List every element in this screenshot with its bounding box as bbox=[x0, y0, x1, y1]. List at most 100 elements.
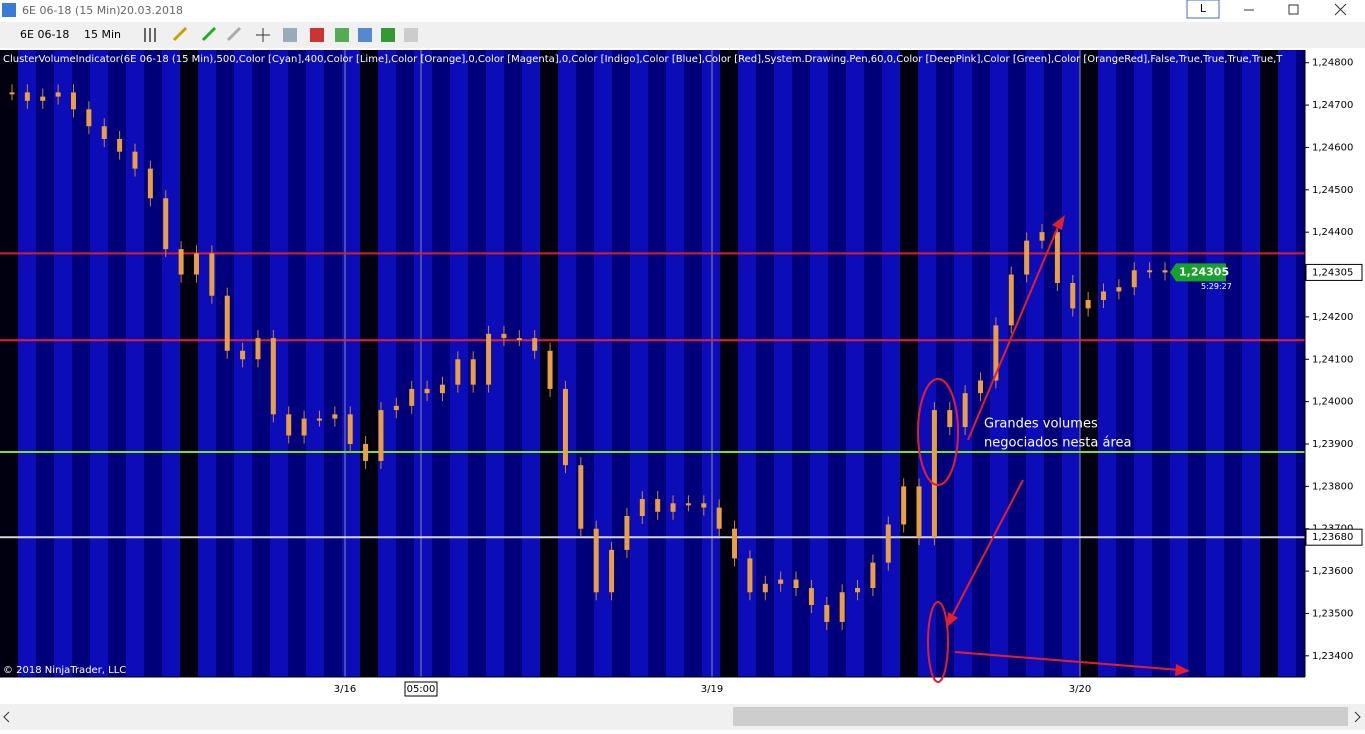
session-stripe bbox=[1224, 50, 1242, 677]
session-stripe bbox=[90, 50, 108, 677]
candle bbox=[962, 393, 968, 428]
toolbar-icons[interactable] bbox=[144, 26, 418, 42]
session-stripe bbox=[1296, 50, 1305, 677]
chart-area bbox=[0, 50, 1305, 677]
candle bbox=[86, 109, 92, 127]
window-title: 6E 06-18 (15 Min) bbox=[22, 4, 121, 17]
candle bbox=[1024, 240, 1030, 275]
annotation-line: Grandes volumes bbox=[984, 417, 1098, 432]
annotation-line: negociados nesta área bbox=[984, 436, 1131, 451]
axis-price-tag bbox=[1305, 263, 1363, 281]
y-tick-label: 1,24100 bbox=[1312, 354, 1353, 365]
session-stripe bbox=[144, 50, 162, 677]
candle bbox=[532, 338, 538, 351]
candle bbox=[870, 562, 876, 589]
candle bbox=[793, 579, 799, 589]
y-tick-label: 1,24500 bbox=[1312, 185, 1353, 196]
candle bbox=[163, 198, 169, 250]
candle bbox=[516, 338, 522, 341]
session-stripe bbox=[828, 50, 846, 677]
candle bbox=[993, 325, 999, 381]
session-stripe bbox=[1278, 50, 1296, 677]
copyright: © 2018 NinjaTrader, LLC bbox=[3, 665, 126, 676]
app-icon bbox=[2, 3, 16, 17]
candle bbox=[470, 359, 476, 385]
period-selector[interactable]: 15 Min bbox=[84, 28, 121, 41]
session-stripe bbox=[918, 50, 936, 677]
session-stripe bbox=[792, 50, 810, 677]
indicator-label: ClusterVolumeIndicator(6E 06-18 (15 Min)… bbox=[3, 54, 1283, 65]
session-stripe bbox=[774, 50, 792, 677]
session-stripe bbox=[36, 50, 54, 677]
candle bbox=[363, 443, 369, 461]
y-tick-label: 1,24700 bbox=[1312, 100, 1353, 111]
candle bbox=[1131, 270, 1137, 288]
session-stripe bbox=[324, 50, 342, 677]
candle bbox=[931, 410, 937, 538]
session-stripe bbox=[54, 50, 72, 677]
candle bbox=[393, 405, 399, 411]
session-stripe bbox=[882, 50, 900, 677]
scroll-right[interactable] bbox=[1354, 711, 1361, 723]
annotation: Grandes volumes negociados nesta área bbox=[917, 215, 1190, 683]
candle bbox=[378, 410, 384, 461]
session-stripe bbox=[756, 50, 774, 677]
session-stripe bbox=[1098, 50, 1116, 677]
session-stripe bbox=[432, 50, 450, 677]
session-stripe bbox=[1044, 50, 1062, 677]
maximize[interactable] bbox=[1288, 4, 1299, 15]
candle bbox=[224, 295, 230, 351]
session-stripe bbox=[702, 50, 720, 677]
session-stripe bbox=[1152, 50, 1170, 677]
session-stripe bbox=[954, 50, 972, 677]
session-stripe bbox=[846, 50, 864, 677]
scroll-left[interactable] bbox=[3, 711, 10, 723]
session-stripe bbox=[972, 50, 990, 677]
candle bbox=[762, 583, 768, 593]
candle bbox=[562, 388, 568, 466]
candle bbox=[947, 410, 953, 428]
candle bbox=[40, 96, 46, 101]
x-label-box bbox=[404, 681, 438, 697]
session-stripe bbox=[504, 50, 522, 677]
candle bbox=[901, 486, 907, 525]
candle bbox=[1116, 287, 1122, 292]
candle bbox=[978, 380, 984, 394]
candle bbox=[1008, 274, 1014, 326]
session-stripe bbox=[288, 50, 306, 677]
session-stripe bbox=[126, 50, 144, 677]
layout-button[interactable] bbox=[1186, 0, 1220, 19]
scroll-thumb[interactable] bbox=[733, 707, 1348, 726]
session-stripe bbox=[360, 50, 378, 677]
candle bbox=[885, 524, 891, 563]
level-tag-label: 1,23680 bbox=[1312, 532, 1353, 543]
price-marker bbox=[1170, 263, 1226, 282]
session-stripe bbox=[684, 50, 702, 677]
candle bbox=[455, 359, 461, 385]
candle bbox=[670, 503, 676, 512]
price-marker-label: 1,24305 bbox=[1179, 265, 1229, 278]
candle bbox=[685, 503, 691, 506]
session-stripe bbox=[522, 50, 540, 677]
session-stripe bbox=[1260, 50, 1278, 677]
close[interactable] bbox=[1334, 3, 1347, 16]
candle bbox=[117, 138, 123, 152]
instrument-selector[interactable]: 6E 06-18 bbox=[20, 28, 69, 41]
y-tick-label: 1,24000 bbox=[1312, 397, 1353, 408]
session-stripe bbox=[486, 50, 504, 677]
session-stripe bbox=[162, 50, 180, 677]
candle bbox=[655, 499, 661, 512]
session-stripe bbox=[558, 50, 576, 677]
session-stripe bbox=[18, 50, 36, 677]
candle bbox=[1054, 232, 1060, 284]
candle bbox=[578, 465, 584, 529]
candle bbox=[409, 388, 415, 406]
session-stripe bbox=[198, 50, 216, 677]
candle bbox=[1147, 270, 1153, 273]
y-tick-label: 1,23600 bbox=[1312, 566, 1353, 577]
candle bbox=[1162, 270, 1168, 273]
candle bbox=[439, 384, 445, 394]
session-stripe bbox=[576, 50, 594, 677]
session-stripe bbox=[630, 50, 648, 677]
